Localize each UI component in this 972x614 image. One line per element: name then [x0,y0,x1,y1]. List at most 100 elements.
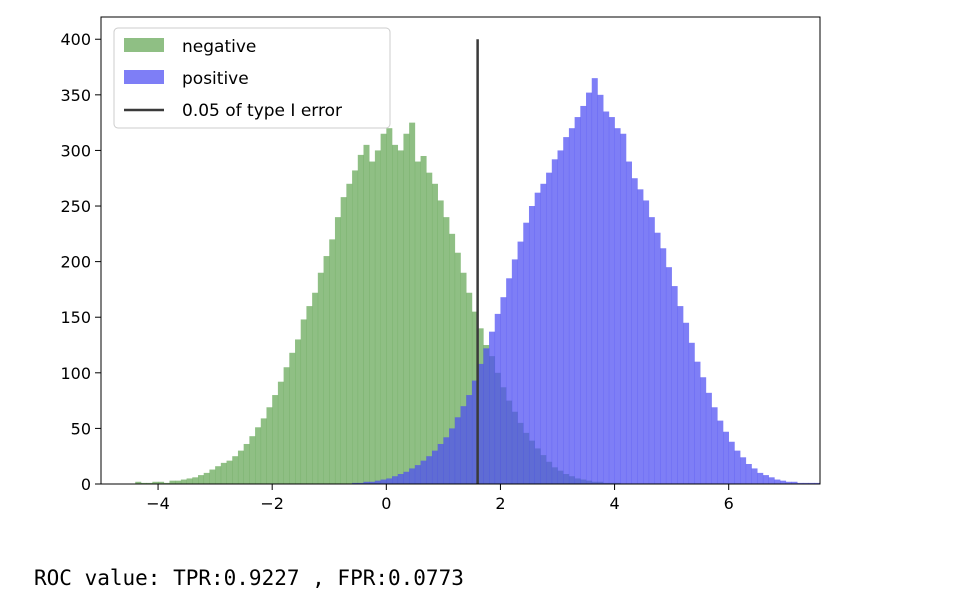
bar-negative [443,217,450,484]
bar-positive [745,463,752,484]
bar-positive [409,468,416,484]
bar-positive [523,222,530,484]
bar-negative [209,469,216,484]
bar-positive [717,420,724,484]
bar-positive [431,450,438,484]
bar-positive [780,480,787,484]
bar-positive [648,217,655,484]
y-tick-label: 400 [60,30,91,49]
bar-positive [814,482,821,484]
axes-frame [100,16,821,485]
bar-negative [323,256,330,484]
legend-label-negative: negative [182,37,256,57]
bar-positive [517,241,524,484]
bar-negative [180,479,187,484]
bar-negative [226,460,233,484]
bar-positive [580,105,587,484]
bar-positive [603,111,610,484]
bar-positive [568,128,575,484]
bar-positive [591,78,598,485]
bar-positive [751,468,758,484]
bar-negative [437,200,444,484]
bar-positive [352,482,359,484]
bar-positive [449,428,456,484]
bar-positive [677,306,684,484]
bar-positive [489,331,496,484]
legend-label-positive: positive [182,69,249,89]
bar-negative [431,183,438,485]
bar-negative [317,272,324,484]
bar-positive [683,322,690,484]
bar-positive [791,481,798,484]
x-tick-label: 0 [381,494,391,513]
bar-negative [283,367,290,484]
bar-negative [198,475,205,484]
bar-positive [540,183,547,485]
bar-positive [671,286,678,484]
bar-negative [409,122,416,484]
bar-negative [232,456,239,484]
bar-positive [369,481,376,484]
bar-negative [397,150,404,484]
bar-negative [260,418,267,484]
bar-positive [414,465,421,484]
plot-area [135,78,821,485]
bar-positive [397,473,404,484]
bar-negative [369,161,376,485]
bar-negative [306,306,313,484]
bar-negative [363,144,370,484]
bar-positive [768,477,775,484]
bar-negative [203,472,210,484]
y-tick-label: 100 [60,364,91,383]
bar-negative [295,339,302,484]
bar-positive [620,133,627,484]
x-tick-label: 6 [724,494,734,513]
bar-positive [808,482,815,484]
bar-negative [146,482,153,484]
bar-positive [802,482,809,484]
bar-negative [380,133,387,484]
bar-positive [374,480,381,484]
bar-positive [500,297,507,484]
bar-negative [352,170,359,484]
bar-positive [700,377,707,484]
bar-negative [237,450,244,484]
legend-swatch-negative [124,38,164,52]
x-tick-label: −2 [260,494,284,513]
bar-positive [460,406,467,484]
bar-negative [175,480,182,484]
bar-positive [774,479,781,484]
bar-positive [762,475,769,484]
bar-negative [340,197,347,484]
bar-negative [135,481,142,484]
bar-negative [346,183,353,485]
bar-positive [625,161,632,485]
bar-positive [631,178,638,485]
bar-positive [660,248,667,484]
bar-negative [466,292,473,484]
bar-negative [454,252,461,484]
x-tick-label: 4 [609,494,619,513]
bar-positive [757,472,764,484]
bar-positive [608,117,615,484]
bar-positive [420,460,427,484]
bar-negative [426,172,433,485]
bar-positive [506,278,513,484]
bar-negative [386,128,393,484]
bar-negative [289,352,296,484]
bar-positive [380,479,387,484]
bar-positive [740,457,747,484]
bar-positive [471,380,478,484]
bar-positive [654,232,661,484]
bar-positive [454,417,461,484]
bar-negative [152,481,159,484]
y-tick-label: 200 [60,253,91,272]
x-tick-label: 2 [495,494,505,513]
y-tick-label: 250 [60,197,91,216]
bar-positive [643,200,650,484]
series-positive [352,78,821,485]
bar-positive [722,431,729,484]
bar-negative [220,462,227,484]
bar-negative [334,217,341,484]
bar-positive [534,192,541,484]
